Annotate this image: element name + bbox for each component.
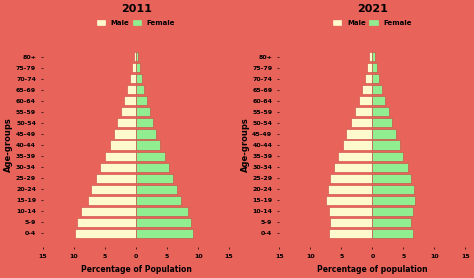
Bar [329,229,373,238]
Y-axis label: Age-groups: Age-groups [240,118,249,172]
Bar [373,107,389,116]
Bar [75,229,136,238]
Bar [373,52,375,61]
Bar [110,140,136,150]
Bar [373,152,403,161]
Bar [343,140,373,150]
Bar [136,196,181,205]
Bar [88,196,136,205]
Bar [91,185,136,194]
Bar [373,118,392,127]
Bar [136,96,147,105]
Bar [136,52,138,61]
Bar [369,52,373,61]
Bar [338,152,373,161]
Bar [136,218,191,227]
Bar [346,130,373,138]
Bar [136,118,154,127]
Bar [355,107,373,116]
Title: 2011: 2011 [121,4,152,14]
Bar [373,63,377,72]
Bar [136,229,193,238]
Bar [373,229,413,238]
Bar [330,218,373,227]
Bar [373,218,411,227]
Bar [118,118,136,127]
Legend: Male, Female: Male, Female [333,19,411,26]
Bar [373,196,415,205]
Bar [124,96,136,105]
Bar [132,63,136,72]
Bar [373,130,396,138]
Bar [136,152,164,161]
Bar [136,140,160,150]
Bar [136,85,144,94]
Bar [351,118,373,127]
Bar [105,152,136,161]
Bar [373,163,408,172]
Bar [134,52,136,61]
Bar [365,74,373,83]
Bar [330,174,373,183]
Bar [334,163,373,172]
Bar [373,174,411,183]
X-axis label: Percentage of Population: Percentage of Population [81,265,191,274]
Bar [77,218,136,227]
Bar [373,140,400,150]
Bar [120,107,136,116]
Bar [373,85,382,94]
Bar [136,185,177,194]
Y-axis label: Age-groups: Age-groups [4,118,13,172]
Bar [136,174,173,183]
Bar [367,63,373,72]
Title: 2021: 2021 [357,4,388,14]
Bar [136,163,169,172]
Bar [136,74,142,83]
Bar [373,74,379,83]
Bar [373,96,385,105]
Bar [130,74,136,83]
Bar [136,130,156,138]
Bar [359,96,373,105]
Bar [362,85,373,94]
Bar [82,207,136,216]
Bar [326,196,373,205]
Bar [136,107,150,116]
Bar [100,163,136,172]
Bar [328,185,373,194]
Bar [114,130,136,138]
Bar [96,174,136,183]
Bar [373,207,413,216]
Legend: Male, Female: Male, Female [97,19,175,26]
X-axis label: Percentage of population: Percentage of population [317,265,428,274]
Bar [136,207,188,216]
Bar [329,207,373,216]
Bar [136,63,140,72]
Bar [373,185,414,194]
Bar [128,85,136,94]
